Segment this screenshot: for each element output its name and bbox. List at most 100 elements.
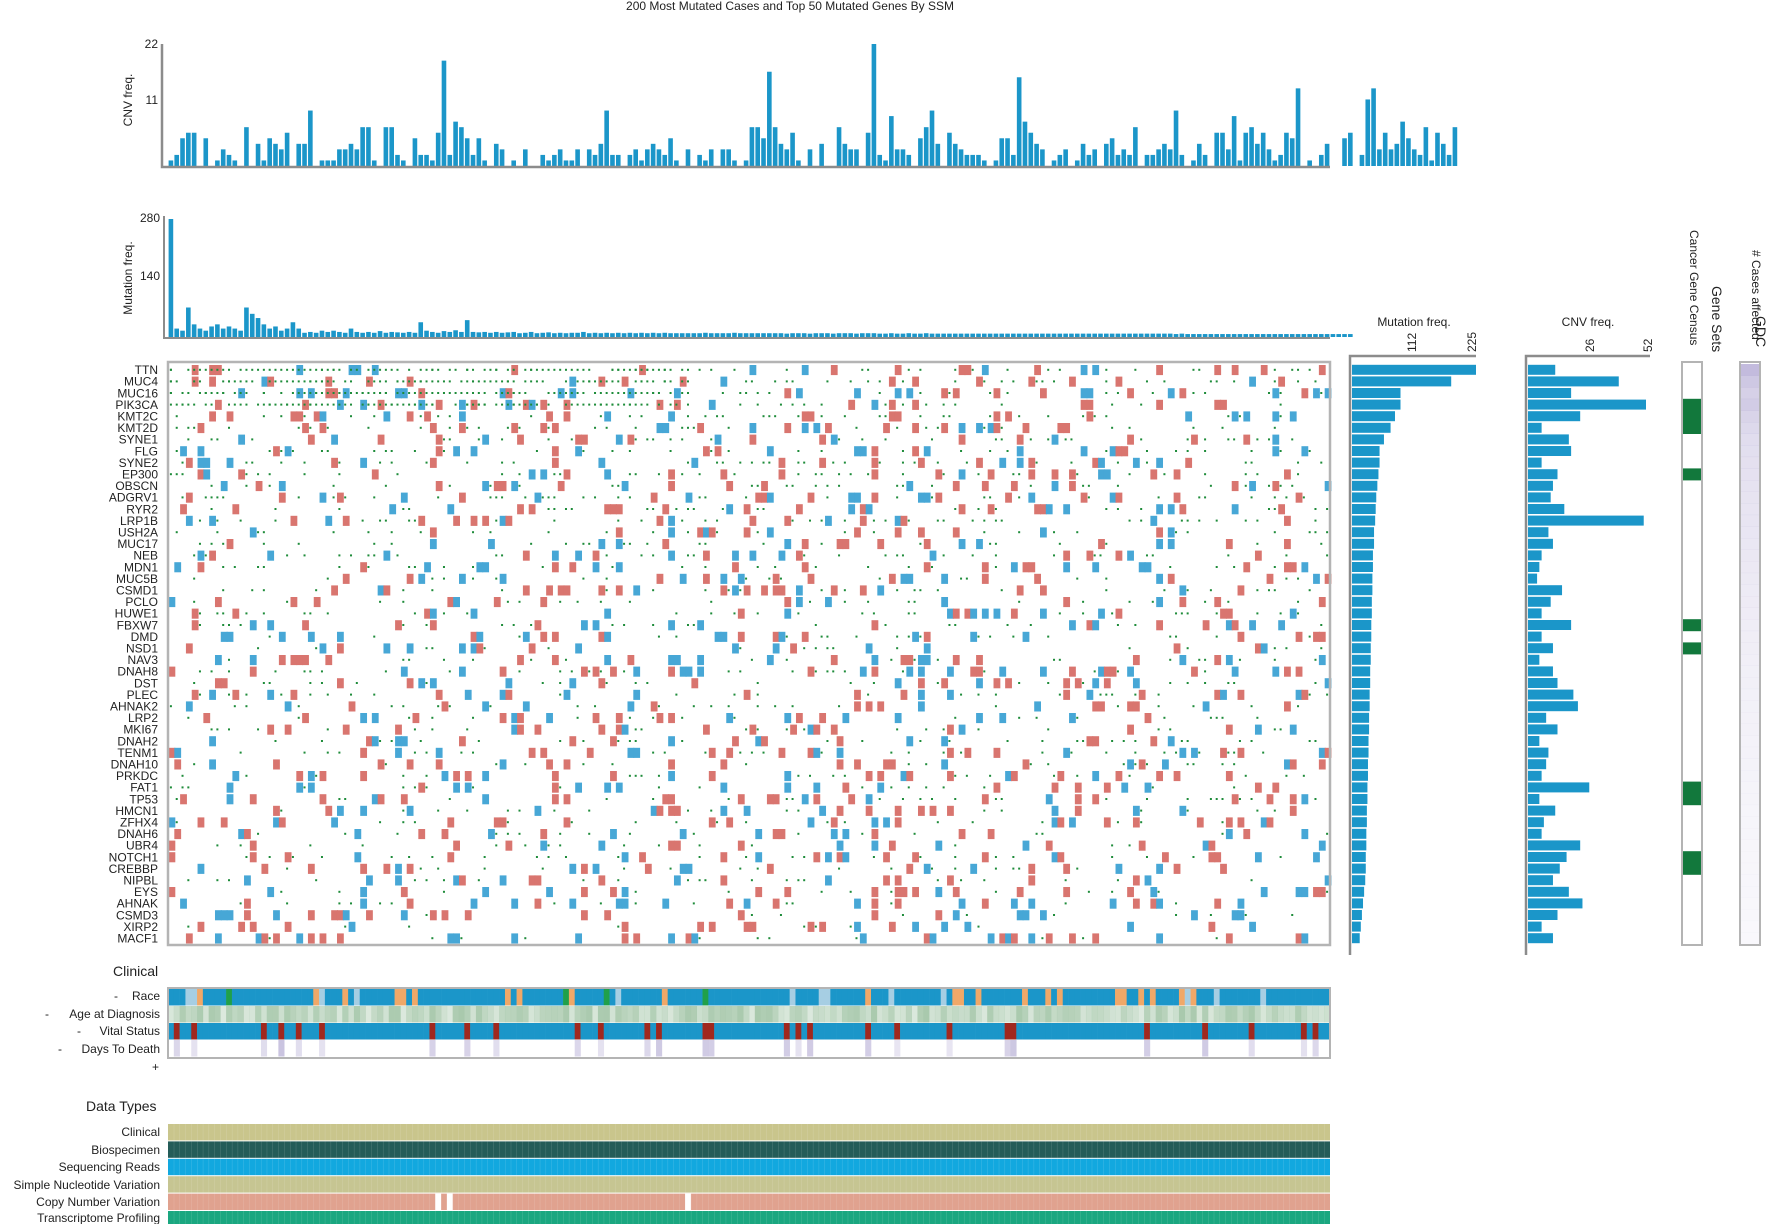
clinical-prefix-death[interactable]: - [58, 1042, 62, 1056]
mutation-cell [226, 457, 234, 468]
mutation-dot [896, 589, 899, 592]
mutation-cell [952, 527, 960, 538]
mutation-cell [551, 782, 559, 793]
mutation-dot [1163, 716, 1166, 719]
mutation-cell [1016, 910, 1024, 921]
mutation-dot [1134, 624, 1137, 626]
clinical-prefix-race[interactable]: - [114, 989, 118, 1003]
mutation-dot [181, 461, 184, 464]
mutation-dot [338, 902, 341, 905]
clinical-add-track-button[interactable]: + [152, 1060, 159, 1074]
gene-mutation-bar [1352, 701, 1370, 712]
mutation-cell [1103, 678, 1111, 689]
mutation-dot [187, 925, 190, 928]
clinical-prefix-age[interactable]: - [45, 1007, 49, 1021]
death-cell [278, 1040, 285, 1057]
death-cell [807, 1040, 814, 1057]
mutation-cell [459, 875, 466, 886]
mutation-cell [1063, 863, 1071, 874]
mutation-dot [1047, 682, 1050, 684]
race-cell [510, 989, 517, 1006]
mutation-cell [278, 631, 286, 642]
age-cell [1091, 1006, 1098, 1023]
mutation-dot [175, 473, 178, 476]
data-types-heading: Data Types [86, 1098, 157, 1114]
mutation-cell [185, 643, 193, 654]
mutation-dot [936, 682, 939, 684]
mutation-dot [228, 879, 230, 882]
mutation-top-bar [639, 332, 644, 337]
mutation-top-bar [685, 333, 691, 337]
mutation-dot [1221, 821, 1224, 824]
age-cell [1074, 1006, 1081, 1023]
mutation-dot [338, 508, 341, 510]
cnv-top-bar [982, 160, 987, 166]
mutation-dot [820, 542, 823, 545]
mutation-top-ytick-max: 280 [140, 211, 160, 225]
mutation-dot [1012, 867, 1015, 870]
cnv-top-bar [767, 71, 772, 166]
mutation-dot [396, 392, 399, 394]
clinical-prefix-vital[interactable]: - [77, 1024, 81, 1038]
age-cell [789, 1006, 796, 1023]
mutation-cell [1092, 701, 1100, 712]
mutation-top-bar [418, 322, 424, 337]
vital-cell [934, 1023, 942, 1040]
gdc-cell [1741, 874, 1759, 887]
race-cell [1196, 989, 1203, 1006]
mutation-cell [1069, 713, 1076, 724]
mutation-cell [1092, 620, 1100, 631]
mutation-cell [772, 573, 780, 584]
mutation-dot [1320, 542, 1323, 545]
mutation-dot [506, 368, 509, 371]
age-cell [1283, 1006, 1290, 1023]
race-cell [807, 989, 814, 1006]
gene-cnv-bar [1528, 480, 1553, 491]
mutation-cell [569, 736, 577, 747]
mutation-cell [685, 492, 693, 503]
gene-label: FBXW7 [117, 618, 159, 632]
mutation-dot [262, 542, 265, 545]
cnv-top-bar [1400, 121, 1405, 166]
mutation-cell [1051, 469, 1059, 480]
cancer-gene-census-cell [1683, 851, 1701, 864]
mutation-cell [923, 631, 931, 642]
age-cell [1266, 1006, 1273, 1023]
mutation-dot [524, 380, 527, 383]
mutation-cell [244, 910, 251, 921]
clinical-track-labels[interactable]: - Race - Age at Diagnosis - Vital Status… [45, 989, 160, 1074]
mutation-dot [1128, 426, 1131, 429]
mutation-dot [570, 821, 573, 824]
mutation-dot [448, 484, 451, 487]
mutation-dot [257, 728, 260, 731]
mutation-cell [1179, 597, 1187, 608]
mutation-dot [692, 554, 695, 557]
mutation-cell [993, 608, 1001, 619]
mutation-cell [424, 608, 431, 619]
mutation-cell [1138, 840, 1146, 851]
mutation-cell [935, 910, 943, 921]
mutation-cell [377, 759, 385, 770]
mutation-cell [703, 550, 710, 561]
mutation-dot [338, 403, 341, 406]
mutation-dot [524, 844, 527, 847]
cnv-top-bar [761, 138, 766, 166]
mutation-cell [877, 539, 885, 550]
mutation-dot [954, 798, 957, 800]
cnv-top-bar [191, 132, 197, 166]
mutation-cell [697, 655, 705, 666]
mutation-dot [681, 392, 684, 394]
mutation-dot [1233, 763, 1236, 766]
mutation-cell [528, 747, 536, 758]
mutation-cell [273, 933, 280, 944]
cnv-top-bar [923, 127, 929, 166]
mutation-dot [367, 403, 370, 406]
cnv-top-bar [1348, 132, 1353, 166]
vital-cell [202, 1023, 209, 1040]
mutation-dot [228, 658, 230, 661]
mutation-dot [832, 670, 835, 673]
vital-cell [650, 1023, 657, 1040]
cnv-top-bar [1382, 132, 1388, 166]
mutation-cell [1260, 365, 1268, 376]
mutation-cell [958, 829, 966, 840]
